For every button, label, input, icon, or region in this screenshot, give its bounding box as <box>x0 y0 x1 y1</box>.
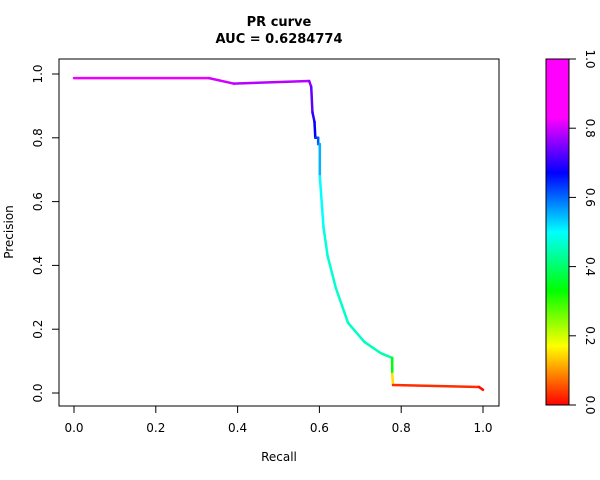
x-tick-label: 0.0 <box>64 421 83 435</box>
colorbar-tick-label: 0.0 <box>583 395 597 414</box>
x-tick-label: 1.0 <box>473 421 492 435</box>
y-tick-label: 0.6 <box>31 192 45 211</box>
colorbar-tick-label: 0.6 <box>583 188 597 207</box>
colorbar-tick-label: 0.2 <box>583 326 597 345</box>
colorbar-tick-label: 0.4 <box>583 257 597 276</box>
pr-curve-segment <box>309 85 314 114</box>
pr-curve-segment <box>390 372 395 387</box>
y-tick-label: 0.0 <box>31 383 45 402</box>
x-axis-label: Recall <box>261 450 297 464</box>
pr-curve-segment <box>322 225 329 258</box>
plot-area-frame <box>58 58 500 407</box>
pr-curve-segment <box>232 79 311 85</box>
pr-curve-segment <box>477 385 485 392</box>
pr-curve-segment <box>379 351 394 360</box>
x-tick-label: 0.6 <box>310 421 329 435</box>
pr-curve-segment <box>346 321 366 344</box>
pr-curve-segment <box>311 111 316 124</box>
colorbar-tick-label: 0.8 <box>583 119 597 138</box>
chart-subtitle: AUC = 0.6284774 <box>215 32 342 47</box>
chart-title: PR curve <box>247 15 312 30</box>
y-tick-label: 0.2 <box>31 320 45 339</box>
pr-curve-segment <box>334 286 350 325</box>
colorbar-tick-label: 1.0 <box>583 49 597 68</box>
pr-curve-segment <box>313 120 317 140</box>
x-tick-label: 0.2 <box>146 421 165 435</box>
x-axis: 0.0 0.2 0.4 0.6 0.8 1.0 <box>64 405 493 435</box>
pr-curve-segment <box>207 76 235 85</box>
y-axis: 0.0 0.2 0.4 0.6 0.8 1.0 <box>31 64 60 403</box>
y-axis-label: Precision <box>2 205 16 259</box>
colorbar <box>545 58 570 406</box>
pr-curve-segment <box>363 340 382 355</box>
pr-curve-line <box>72 76 485 392</box>
y-tick-label: 0.8 <box>31 128 45 147</box>
x-tick-label: 0.8 <box>392 421 411 435</box>
y-tick-label: 1.0 <box>31 64 45 83</box>
colorbar-axis: 0.0 0.2 0.4 0.6 0.8 1.0 <box>569 49 597 415</box>
pr-curve-segment <box>318 174 325 229</box>
x-tick-label: 0.4 <box>228 421 247 435</box>
pr-curve-segment <box>391 383 481 389</box>
pr-curve-segment <box>326 254 338 289</box>
y-tick-label: 0.4 <box>31 256 45 275</box>
